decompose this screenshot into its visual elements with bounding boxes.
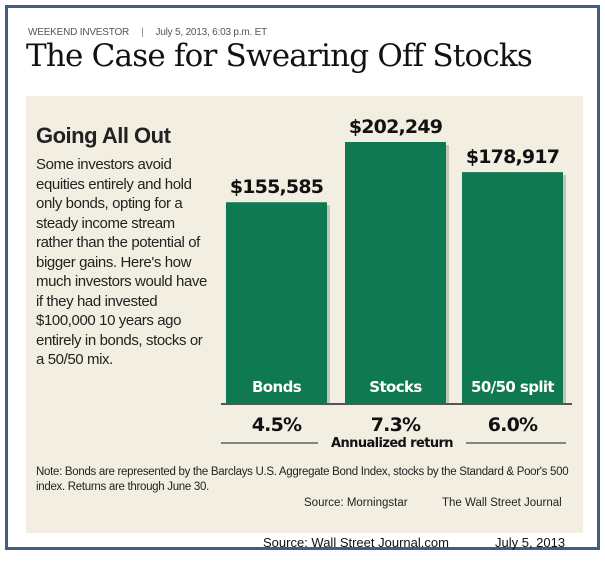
kicker: WEEKEND INVESTOR | July 5, 2013, 6:03 p.m.…	[28, 27, 267, 38]
returns-label: Annualized return	[331, 436, 453, 451]
article-title: The Case for Swearing Off Stocks	[26, 38, 533, 74]
return-value: 6.0%	[488, 414, 538, 436]
category-label: Bonds	[252, 378, 302, 396]
dateline: July 5, 2013, 6:03 p.m. ET	[155, 27, 268, 38]
footer-source: Source: Wall Street Journal.com	[263, 535, 449, 550]
data-label: $178,917	[466, 146, 559, 168]
data-label: $202,249	[349, 116, 442, 138]
bar-0	[226, 202, 327, 403]
footer-date: July 5, 2013	[495, 535, 566, 550]
chart-source: Source: Morningstar	[304, 497, 408, 509]
chart-description: Some investors avoid equities entirely a…	[36, 156, 207, 368]
data-label: $155,585	[230, 176, 323, 198]
chart-note: Note: Bonds are represented by the Barcl…	[36, 466, 569, 493]
category-label: 50/50 split	[471, 378, 554, 396]
bar-2	[462, 172, 563, 403]
chart-title: Going All Out	[36, 123, 171, 148]
return-value: 4.5%	[252, 414, 302, 436]
section-label[interactable]: WEEKEND INVESTOR	[28, 27, 130, 38]
bar-1	[345, 142, 446, 403]
chart-credit: The Wall Street Journal	[442, 497, 562, 509]
return-value: 7.3%	[371, 414, 421, 436]
separator: |	[141, 27, 144, 38]
category-label: Stocks	[369, 378, 422, 396]
